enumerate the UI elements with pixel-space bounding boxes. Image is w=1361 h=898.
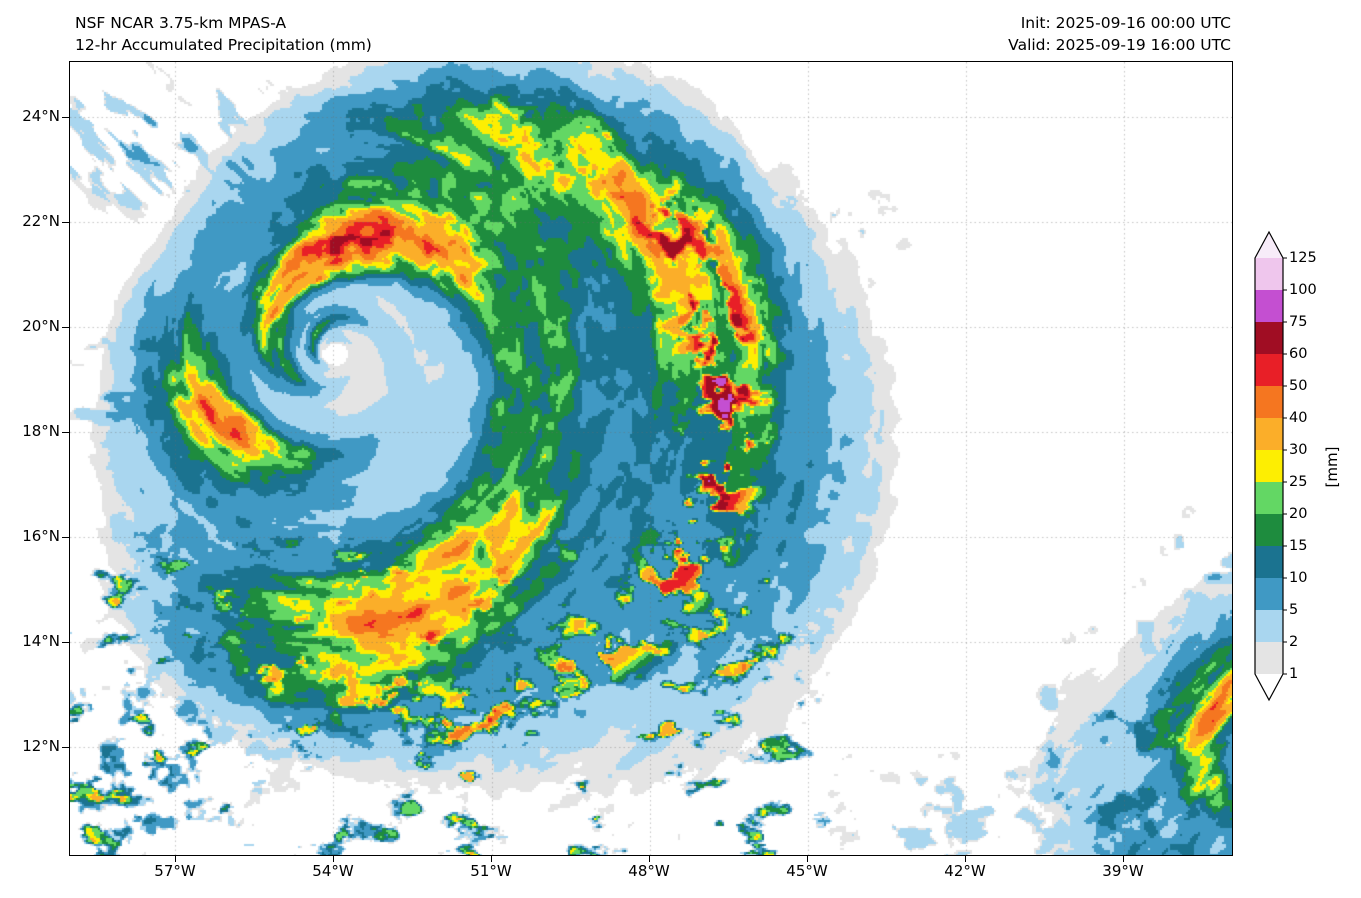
colorbar-tick-label: 100: [1289, 282, 1317, 298]
y-tick-label: 20°N: [22, 317, 60, 335]
colorbar-tick-label: 60: [1289, 346, 1308, 362]
colorbar-unit-label: [mm]: [1323, 446, 1341, 488]
colorbar-tick-label: 1: [1289, 666, 1299, 682]
header-right: Init: 2025-09-16 00:00 UTC Valid: 2025-0…: [1008, 12, 1231, 56]
y-tick-mark: [62, 432, 69, 433]
x-tick-label: 39°W: [1102, 862, 1144, 880]
colorbar-tick-label: 5: [1289, 602, 1299, 618]
colorbar-tick-label: 20: [1289, 506, 1308, 522]
x-tick-mark: [491, 856, 492, 862]
x-tick-label: 42°W: [944, 862, 986, 880]
y-tick-label: 14°N: [22, 632, 60, 650]
colorbar-gradient: [1254, 230, 1287, 702]
x-tick-label: 57°W: [154, 862, 196, 880]
y-tick-label: 16°N: [22, 527, 60, 545]
x-tick-label: 48°W: [628, 862, 670, 880]
colorbar-tick-label: 10: [1289, 570, 1308, 586]
model-title: NSF NCAR 3.75-km MPAS-A: [75, 14, 287, 32]
x-tick-mark: [1123, 856, 1124, 862]
colorbar-tick-label: 25: [1289, 474, 1308, 490]
x-tick-mark: [807, 856, 808, 862]
y-tick-label: 18°N: [22, 422, 60, 440]
valid-time-label: Valid: 2025-09-19 16:00 UTC: [1008, 36, 1231, 54]
y-tick-mark: [62, 117, 69, 118]
y-tick-label: 24°N: [22, 107, 60, 125]
colorbar-tick-label: 30: [1289, 442, 1308, 458]
x-tick-mark: [649, 856, 650, 862]
header-left: NSF NCAR 3.75-km MPAS-A 12-hr Accumulate…: [75, 12, 372, 56]
y-tick-mark: [62, 327, 69, 328]
y-tick-mark: [62, 222, 69, 223]
y-tick-label: 22°N: [22, 212, 60, 230]
x-tick-label: 51°W: [470, 862, 512, 880]
precipitation-map-canvas: [70, 62, 1232, 855]
product-title: 12-hr Accumulated Precipitation (mm): [75, 36, 372, 54]
colorbar-tick-label: 125: [1289, 250, 1317, 266]
y-tick-label: 12°N: [22, 737, 60, 755]
colorbar-tick-label: 40: [1289, 410, 1308, 426]
y-tick-mark: [62, 747, 69, 748]
colorbar-tick-label: 15: [1289, 538, 1308, 554]
colorbar-tick-label: 75: [1289, 314, 1308, 330]
x-tick-mark: [333, 856, 334, 862]
colorbar-tick-label: 2: [1289, 634, 1299, 650]
x-tick-label: 45°W: [786, 862, 828, 880]
x-tick-mark: [965, 856, 966, 862]
x-tick-label: 54°W: [312, 862, 354, 880]
y-tick-mark: [62, 537, 69, 538]
x-tick-mark: [175, 856, 176, 862]
colorbar-tick-label: 50: [1289, 378, 1308, 394]
init-time-label: Init: 2025-09-16 00:00 UTC: [1020, 14, 1231, 32]
y-tick-mark: [62, 642, 69, 643]
